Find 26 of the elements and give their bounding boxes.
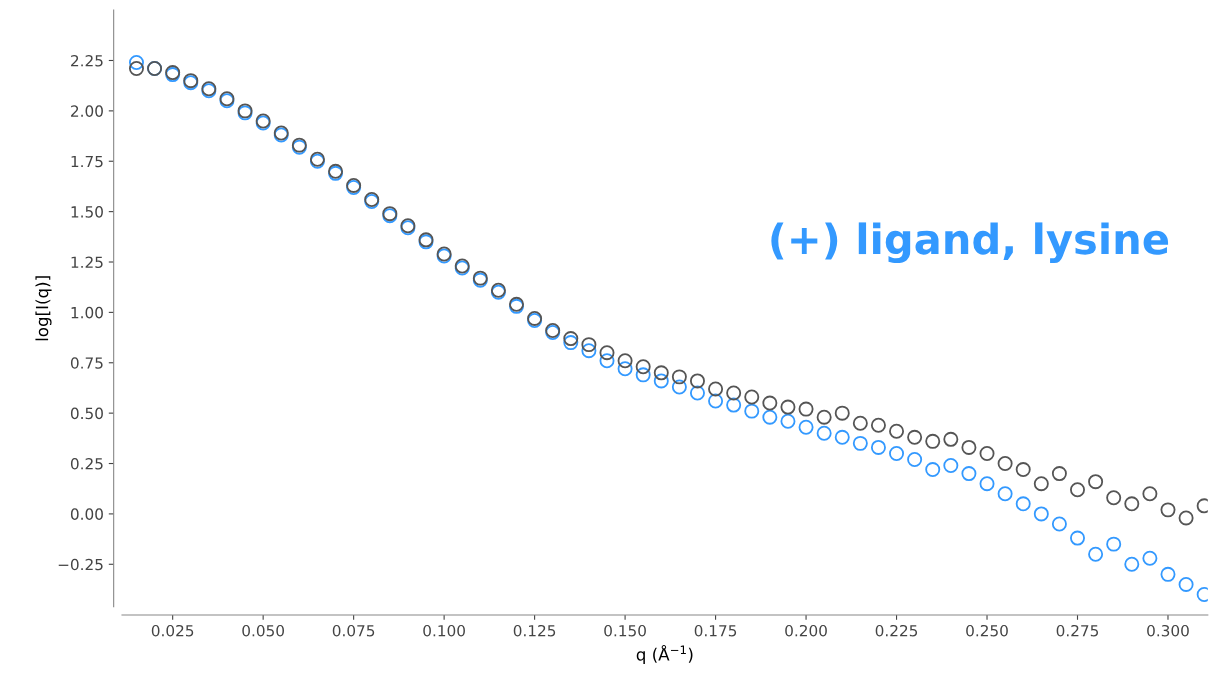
- x-tick-label: 0.100: [423, 624, 465, 637]
- x-tick-label: 0.025: [151, 624, 194, 637]
- x-tick-label: 0.150: [604, 624, 646, 637]
- y-tick-label: 1.75: [71, 155, 103, 168]
- x-tick-label: 0.225: [875, 624, 918, 637]
- y-tick-label: 1.25: [71, 256, 103, 269]
- y-tick-label: 0.25: [70, 457, 103, 470]
- y-tick-label: 2.00: [71, 105, 103, 117]
- y-tick-label: 0.00: [70, 508, 103, 520]
- y-tick-label: 0.75: [70, 357, 103, 369]
- x-tick-label: 0.275: [1056, 624, 1099, 637]
- y-tick-label: 2.25: [71, 54, 103, 67]
- y-axis-title: log[I(q)]: [35, 276, 52, 341]
- x-tick-label: 0.050: [242, 624, 285, 637]
- annotation: (+) ligand, lysine: [771, 222, 1169, 264]
- y-tick-label: 1.00: [71, 306, 103, 319]
- x-tick-label: 0.200: [785, 624, 827, 637]
- x-tick-label: 0.250: [966, 624, 1008, 637]
- x-tick-label: 0.175: [694, 624, 737, 637]
- y-tick-label: −0.25: [58, 558, 103, 571]
- x-axis-title: q (Å$^{−1}$): [636, 645, 693, 664]
- x-tick-label: 0.075: [332, 624, 375, 637]
- y-tick-label: 1.50: [71, 206, 103, 218]
- x-tick-label: 0.125: [513, 624, 556, 637]
- y-tick-label: 0.50: [70, 407, 103, 420]
- x-tick-label: 0.300: [1147, 624, 1189, 637]
